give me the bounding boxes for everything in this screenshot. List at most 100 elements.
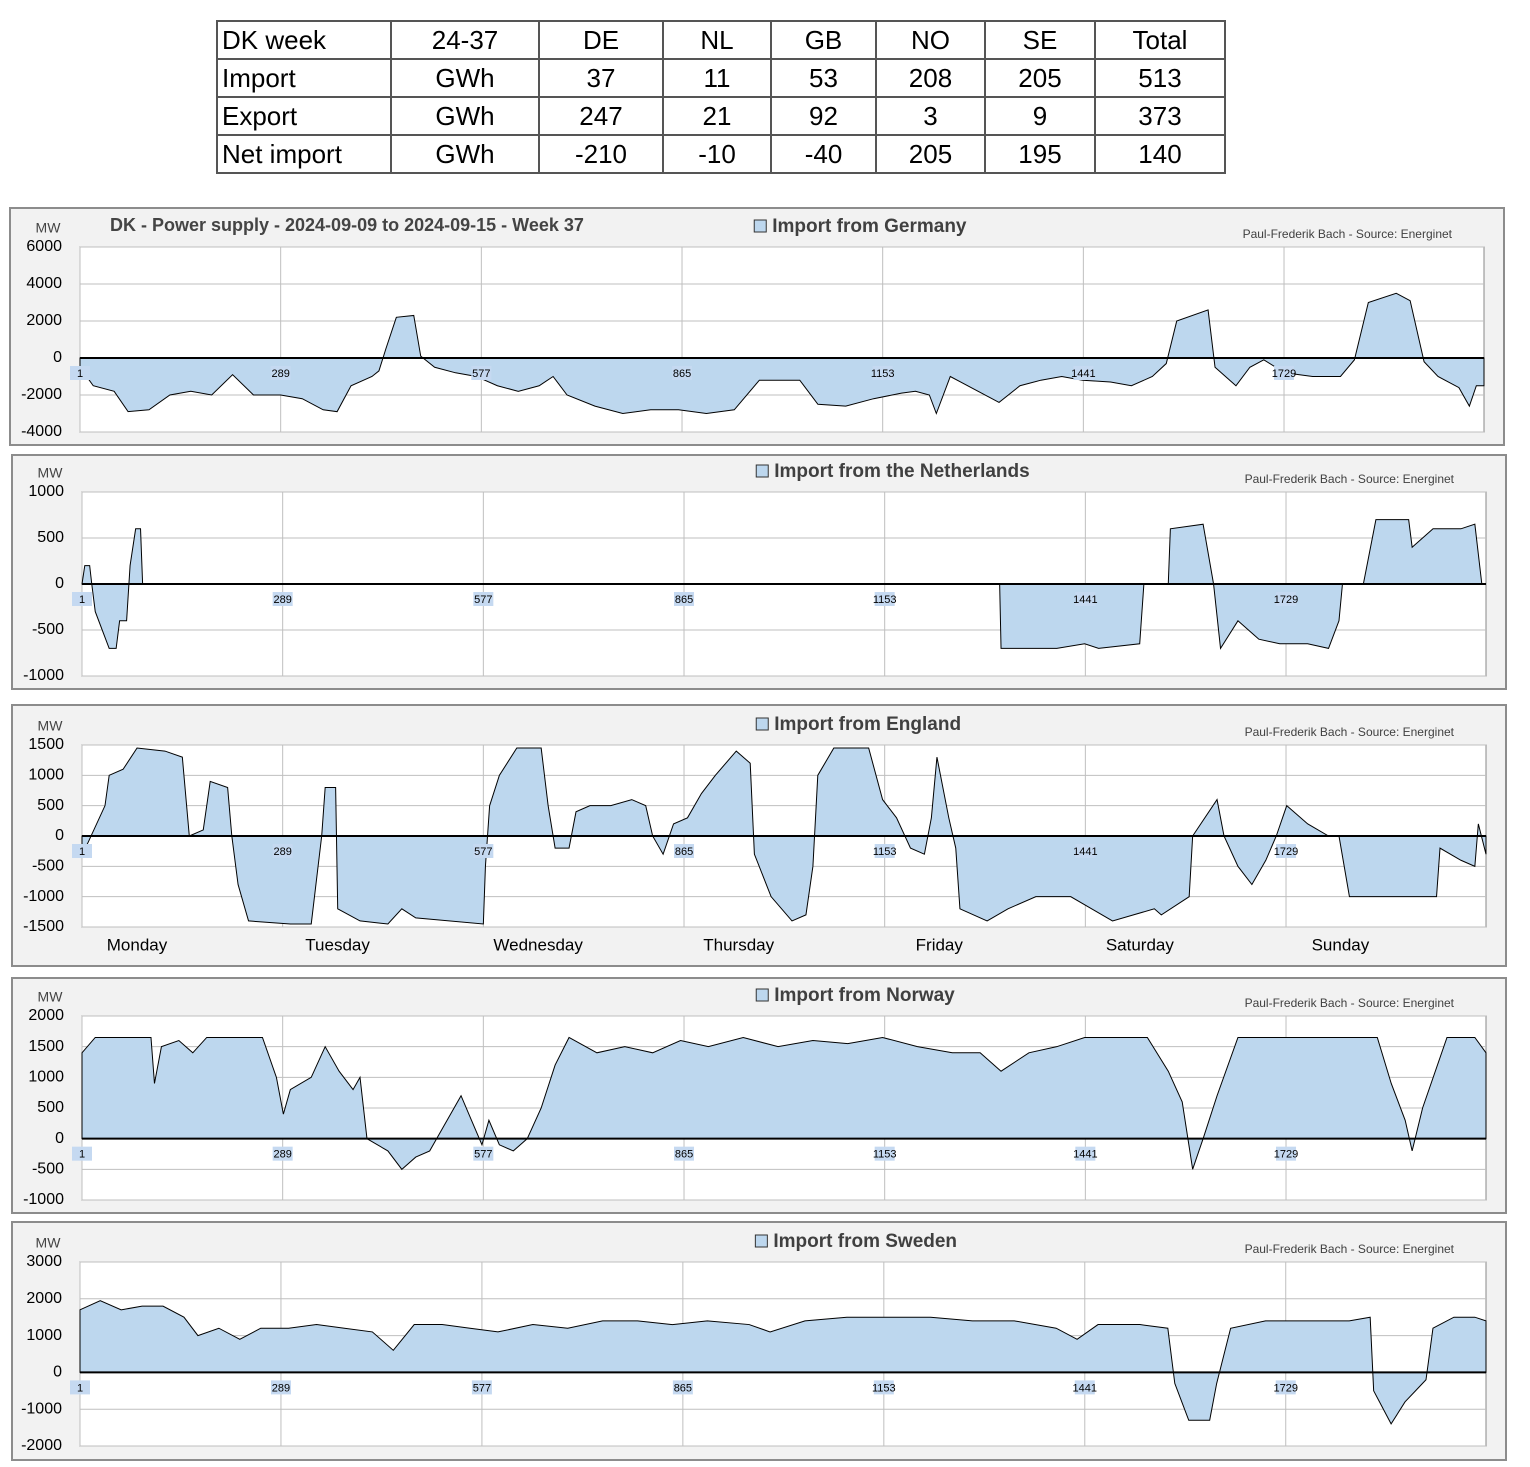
x-tick-label-bg xyxy=(872,366,893,380)
y-tick-label: -1500 xyxy=(23,918,64,935)
y-axis-label: MW xyxy=(38,465,64,481)
y-axis-label: MW xyxy=(36,1235,62,1251)
y-tick-label: -4000 xyxy=(21,423,62,440)
legend-swatch xyxy=(755,717,769,731)
table-row: Net import GWh -210 -10 -40 205 195 140 xyxy=(216,134,1226,174)
day-label: Monday xyxy=(107,935,168,954)
x-tick-label-bg xyxy=(1075,844,1096,858)
table-cell: SE xyxy=(984,20,1096,60)
y-tick-label: -2000 xyxy=(21,1437,62,1454)
x-tick-label: 865 xyxy=(674,1382,692,1394)
source-note: Paul-Frederik Bach - Source: Energinet xyxy=(1245,996,1455,1010)
table-cell: 24-37 xyxy=(390,20,540,60)
table-cell: GB xyxy=(770,20,877,60)
x-tick-label-bg xyxy=(874,592,895,606)
table-cell: GWh xyxy=(390,134,540,174)
x-tick-label: 865 xyxy=(675,1149,693,1161)
day-label: Wednesday xyxy=(493,935,583,954)
x-tick-label: 577 xyxy=(474,594,492,606)
table-cell: 53 xyxy=(770,58,877,98)
y-axis-label: MW xyxy=(38,718,64,734)
x-tick-label-bg xyxy=(1074,1380,1095,1395)
day-label: Thursday xyxy=(703,935,774,954)
table-cell: 11 xyxy=(662,58,772,98)
x-tick-label: 1441 xyxy=(1073,594,1097,606)
table-cell: -210 xyxy=(538,134,664,174)
x-tick-label-bg xyxy=(72,592,92,606)
x-tick-label-bg xyxy=(1274,366,1295,380)
table-cell: DE xyxy=(538,20,664,60)
y-tick-label: 500 xyxy=(37,1099,64,1116)
x-tick-label: 1 xyxy=(79,594,85,606)
area xyxy=(79,292,1485,415)
source-note: Paul-Frederik Bach - Source: Energinet xyxy=(1245,1242,1455,1256)
x-tick-label-bg xyxy=(1276,844,1297,858)
table-cell: NO xyxy=(875,20,986,60)
x-tick-label: 1441 xyxy=(1073,1382,1097,1394)
day-label: Tuesday xyxy=(305,935,370,954)
table-cell: 513 xyxy=(1094,58,1226,98)
table-row: Import GWh 37 11 53 208 205 513 xyxy=(216,58,1226,98)
table-cell: GWh xyxy=(390,58,540,98)
x-tick-label: 1441 xyxy=(1071,368,1095,380)
y-tick-label: 4000 xyxy=(26,275,62,292)
y-tick-label: 1000 xyxy=(28,767,64,784)
table-cell: 9 xyxy=(984,96,1096,136)
y-tick-label: 0 xyxy=(55,575,64,592)
x-tick-label-bg xyxy=(674,844,695,858)
y-tick-label: 1000 xyxy=(28,1069,64,1086)
x-tick-label-bg xyxy=(874,844,895,858)
x-tick-label-bg xyxy=(1276,592,1297,606)
x-tick-label-bg xyxy=(672,1380,693,1395)
table-cell: 3 xyxy=(875,96,986,136)
x-tick-label: 1729 xyxy=(1274,846,1298,858)
y-tick-label: 500 xyxy=(37,529,64,546)
legend-label: Import from England xyxy=(774,714,961,735)
x-tick-label-bg xyxy=(873,1380,894,1395)
y-tick-label: -500 xyxy=(32,1161,64,1178)
x-tick-label-bg xyxy=(1073,366,1094,380)
table-cell: 205 xyxy=(875,134,986,174)
y-tick-label: -500 xyxy=(32,858,64,875)
x-tick-label-bg xyxy=(473,844,494,858)
y-axis-label: MW xyxy=(38,989,64,1005)
day-label: Sunday xyxy=(1312,935,1370,954)
table-cell: 195 xyxy=(984,134,1096,174)
table-cell: -10 xyxy=(662,134,772,174)
x-tick-label-bg xyxy=(672,366,693,380)
x-tick-label-bg xyxy=(471,366,492,380)
legend-label: Import from Germany xyxy=(772,216,967,237)
y-tick-label: -1000 xyxy=(23,1191,64,1208)
x-tick-label: 1153 xyxy=(873,1149,897,1161)
x-tick-label-bg xyxy=(272,592,293,606)
source-note: Paul-Frederik Bach - Source: Energinet xyxy=(1245,472,1455,486)
x-tick-label: 1729 xyxy=(1273,1382,1297,1394)
area xyxy=(81,519,1486,650)
legend-label: Import from the Netherlands xyxy=(774,461,1029,482)
x-tick-label: 865 xyxy=(673,368,691,380)
table-cell: DK week xyxy=(216,20,392,60)
plot-area xyxy=(79,246,1485,433)
y-tick-label: 1500 xyxy=(28,1038,64,1055)
area xyxy=(79,1300,1487,1425)
x-tick-label-bg xyxy=(70,366,90,380)
x-tick-label-bg xyxy=(270,366,291,380)
x-tick-label-bg xyxy=(272,844,293,858)
y-tick-label: -1000 xyxy=(23,888,64,905)
x-tick-label: 577 xyxy=(472,368,490,380)
y-tick-label: 500 xyxy=(37,797,64,814)
x-tick-label: 1153 xyxy=(873,846,897,858)
table-cell: Export xyxy=(216,96,392,136)
x-tick-label: 1729 xyxy=(1274,1149,1298,1161)
y-tick-label: -1000 xyxy=(23,667,64,684)
x-tick-label: 289 xyxy=(271,368,289,380)
x-tick-label-bg xyxy=(1275,1380,1296,1395)
x-tick-label: 1 xyxy=(79,846,85,858)
x-tick-label: 289 xyxy=(272,1382,290,1394)
x-tick-label: 1729 xyxy=(1274,594,1298,606)
table-cell: -40 xyxy=(770,134,877,174)
table-cell: Total xyxy=(1094,20,1226,60)
y-tick-label: 2000 xyxy=(28,1007,64,1024)
table-cell: 205 xyxy=(984,58,1096,98)
